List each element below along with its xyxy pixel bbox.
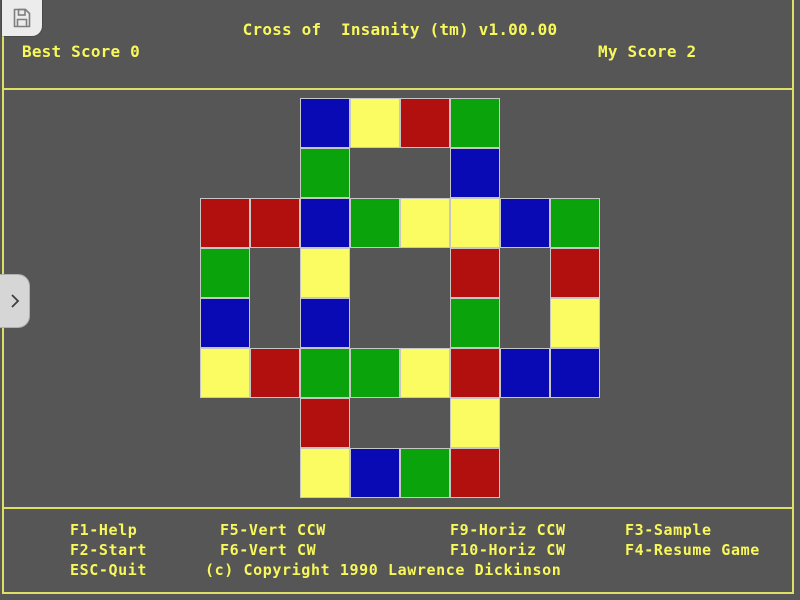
board-cell-red: [250, 198, 300, 248]
board-cell-yellow: [300, 448, 350, 498]
side-panel-toggle[interactable]: [0, 274, 30, 328]
menu-item: F1-Help: [70, 521, 138, 539]
board-cell-blue: [500, 198, 550, 248]
board-cell-red: [300, 398, 350, 448]
board-cell-yellow: [550, 298, 600, 348]
board-cell-blue: [200, 298, 250, 348]
board-cell-red: [400, 98, 450, 148]
menu-item: F2-Start: [70, 541, 148, 559]
game-title: Cross of Insanity (tm) v1.00.00: [242, 20, 558, 39]
board-cell-green: [350, 198, 400, 248]
menu-item: F9-Horiz CCW: [450, 521, 566, 539]
board-cell-yellow: [350, 98, 400, 148]
board-cell-green: [200, 248, 250, 298]
board-cell-green: [450, 98, 500, 148]
board-cell-yellow: [400, 198, 450, 248]
board-cell-green: [300, 348, 350, 398]
frame-border-right: [792, 0, 794, 594]
menu-item: F5-Vert CCW: [220, 521, 326, 539]
game-board: [200, 98, 600, 498]
board-cell-blue: [300, 198, 350, 248]
board-cell-blue: [500, 348, 550, 398]
menu-item: F3-Sample: [625, 521, 712, 539]
board-cell-green: [550, 198, 600, 248]
board-cell-yellow: [450, 398, 500, 448]
frame-border-bottom: [2, 592, 794, 594]
board-cell-yellow: [200, 348, 250, 398]
board-cell-yellow: [400, 348, 450, 398]
board-cell-red: [200, 198, 250, 248]
menu-item: (c) Copyright 1990 Lawrence Dickinson: [205, 561, 562, 579]
menu-item: ESC-Quit: [70, 561, 148, 579]
board-cell-blue: [550, 348, 600, 398]
save-button[interactable]: [2, 0, 42, 36]
board-cell-blue: [350, 448, 400, 498]
board-cell-green: [450, 298, 500, 348]
menu-item: F4-Resume Game: [625, 541, 760, 559]
header-divider-line: [2, 88, 794, 90]
board-cell-blue: [450, 148, 500, 198]
board-cell-red: [450, 248, 500, 298]
board-cell-red: [450, 448, 500, 498]
board-cell-red: [250, 348, 300, 398]
board-cell-green: [350, 348, 400, 398]
board-cell-green: [400, 448, 450, 498]
board-cell-red: [550, 248, 600, 298]
menu-item: F10-Horiz CW: [450, 541, 566, 559]
board-cell-blue: [300, 298, 350, 348]
menu-item: F6-Vert CW: [220, 541, 317, 559]
board-cell-green: [300, 148, 350, 198]
best-score-label: Best Score 0: [22, 42, 140, 61]
chevron-right-icon: [8, 291, 22, 311]
board-cell-blue: [300, 98, 350, 148]
board-cell-yellow: [450, 198, 500, 248]
board-cell-yellow: [300, 248, 350, 298]
my-score-label: My Score 2: [598, 42, 697, 61]
board-cell-red: [450, 348, 500, 398]
floppy-disk-icon: [11, 7, 33, 29]
menu-divider-line: [2, 507, 794, 509]
